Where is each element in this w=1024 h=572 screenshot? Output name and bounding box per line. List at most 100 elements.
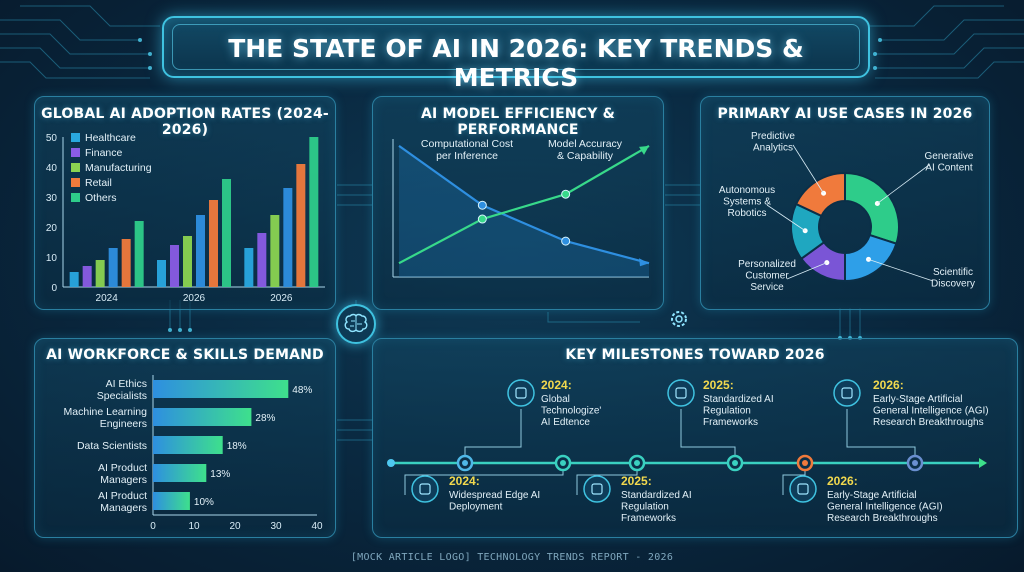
milestone-year: 2025: [621, 474, 652, 488]
adoption-y-tick-label: 50 [46, 133, 58, 144]
adoption-bar-extra [108, 248, 118, 287]
milestone-node-core [462, 460, 468, 466]
milestone-icon [583, 475, 611, 503]
milestone-text: Early-Stage Artificial General Intelligen… [827, 490, 943, 524]
brain-hub-icon [336, 304, 376, 344]
workforce-x-tick-label: 0 [150, 521, 156, 532]
timeline-start-dot [387, 459, 395, 467]
adoption-bar-healthcare [244, 248, 254, 287]
usecase-leader-line [792, 144, 824, 194]
workforce-bar-label: 28% [255, 413, 275, 424]
workforce-chart: 48% AI Ethics Specialists 28% Machine Learni… [64, 375, 323, 532]
efficiency-panel-title: AI MODEL EFFICIENCY & PERFORMANCE [420, 106, 616, 138]
main-title-frame: THE STATE OF AI IN 2026: KEY TRENDS & ME… [162, 16, 870, 92]
accuracy-point [477, 214, 487, 224]
cost-series-label: Computational Cost per Inference [421, 138, 513, 162]
milestone-icon-glyph [515, 387, 527, 399]
adoption-bar-healthcare [157, 260, 166, 287]
adoption-bar-retail [121, 239, 131, 287]
adoption-legend-swatch [71, 193, 80, 202]
usecases-panel: PRIMARY AI USE CASES IN 2026 Generative A… [700, 96, 990, 310]
usecase-label: Predictive Analytics [751, 131, 795, 154]
milestone-icon-glyph [419, 483, 431, 495]
milestone-icon-glyph [591, 483, 603, 495]
milestone-icon-glyph [841, 387, 853, 399]
workforce-bar [153, 464, 207, 482]
adoption-bar-manufacturing [183, 236, 192, 287]
milestone-icon [789, 475, 817, 503]
adoption-bar-healthcare [69, 272, 79, 287]
milestone-icon [667, 379, 695, 407]
adoption-legend-swatch [71, 133, 80, 142]
adoption-bar-others [222, 179, 231, 287]
adoption-bar-others [134, 221, 144, 287]
adoption-bar-finance [170, 245, 179, 287]
milestone-icon [411, 475, 439, 503]
workforce-bar [153, 380, 289, 398]
cost-line [398, 145, 650, 265]
workforce-x-tick-label: 10 [188, 521, 200, 532]
efficiency-chart: Computational Cost per Inference Model Acc… [392, 138, 650, 278]
adoption-bar-finance [82, 266, 92, 287]
usecase-leader-line [868, 258, 934, 282]
adoption-y-tick-label: 30 [46, 193, 58, 204]
workforce-category-label: AI Ethics Specialists [97, 378, 147, 402]
workforce-bar-label: 18% [227, 441, 247, 452]
workforce-x-tick-label: 40 [311, 521, 323, 532]
adoption-bar-finance [257, 233, 267, 287]
workforce-bar-label: 13% [210, 469, 230, 480]
milestones-panel: KEY MILESTONES TOWARD 2026 2024: Global Te… [372, 338, 1018, 538]
workforce-x-tick-label: 20 [229, 521, 241, 532]
usecase-slice-dot [824, 260, 830, 266]
milestones-panel-title: KEY MILESTONES TOWARD 2026 [565, 347, 825, 363]
accuracy-line [398, 144, 650, 265]
adoption-bar-retail [296, 164, 306, 287]
cost-arrowhead [639, 258, 649, 267]
adoption-legend-label: Manufacturing [85, 162, 152, 174]
adoption-y-tick-label: 0 [51, 283, 57, 294]
usecase-leader-line [766, 204, 806, 232]
timeline-arrowhead [979, 458, 987, 468]
workforce-bar-label: 10% [194, 497, 214, 508]
cost-point [477, 200, 487, 210]
adoption-bar-manufacturing [270, 215, 280, 287]
usecase-slice [844, 171, 900, 245]
milestone-connector [846, 409, 916, 455]
adoption-bar-extra [283, 188, 293, 287]
milestone-node-core [802, 460, 808, 466]
usecase-slice [844, 233, 898, 283]
milestone-node-core [732, 460, 738, 466]
milestone-text: Standardized AI Regulation Frameworks [703, 394, 774, 428]
milestone-text: Widespread Edge AI Deployment [449, 490, 540, 513]
usecase-label: Scientific Discovery [931, 267, 975, 290]
adoption-panel-title: GLOBAL AI ADOPTION RATES (2024-2026) [41, 106, 329, 138]
adoption-legend-label: Retail [85, 177, 112, 189]
adoption-bar-manufacturing [95, 260, 105, 287]
milestone-text: Standardized AI Regulation Frameworks [621, 490, 692, 524]
adoption-legend-swatch [71, 163, 80, 172]
cost-area [399, 145, 649, 277]
milestone-text: Early-Stage Artificial General Intelligen… [873, 394, 989, 428]
adoption-x-tick-label: 2024 [96, 293, 119, 304]
milestone-year: 2026: [873, 378, 904, 392]
workforce-category-label: Data Scientists [77, 440, 147, 452]
milestone-year: 2024: [541, 378, 572, 392]
milestone-icon-glyph [797, 483, 809, 495]
milestone-icon-glyph [675, 387, 687, 399]
workforce-bar-label: 48% [292, 385, 312, 396]
milestone-node-core [912, 460, 918, 466]
accuracy-point [561, 189, 571, 199]
cost-point [561, 236, 571, 246]
accuracy-arrowhead [639, 145, 649, 155]
milestone-connector [576, 471, 638, 495]
workforce-category-label: Machine Learning Engineers [64, 406, 148, 430]
adoption-x-tick-label: 2026 [270, 293, 293, 304]
milestone-year: 2026: [827, 474, 858, 488]
adoption-legend-swatch [71, 178, 80, 187]
milestone-node-core [560, 460, 566, 466]
page-title: THE STATE OF AI IN 2026: KEY TRENDS & ME… [228, 34, 804, 92]
workforce-x-tick-label: 30 [270, 521, 282, 532]
accuracy-series-label: Model Accuracy & Capability [548, 138, 623, 162]
adoption-y-tick-label: 20 [46, 223, 58, 234]
milestone-year: 2024: [449, 474, 480, 488]
